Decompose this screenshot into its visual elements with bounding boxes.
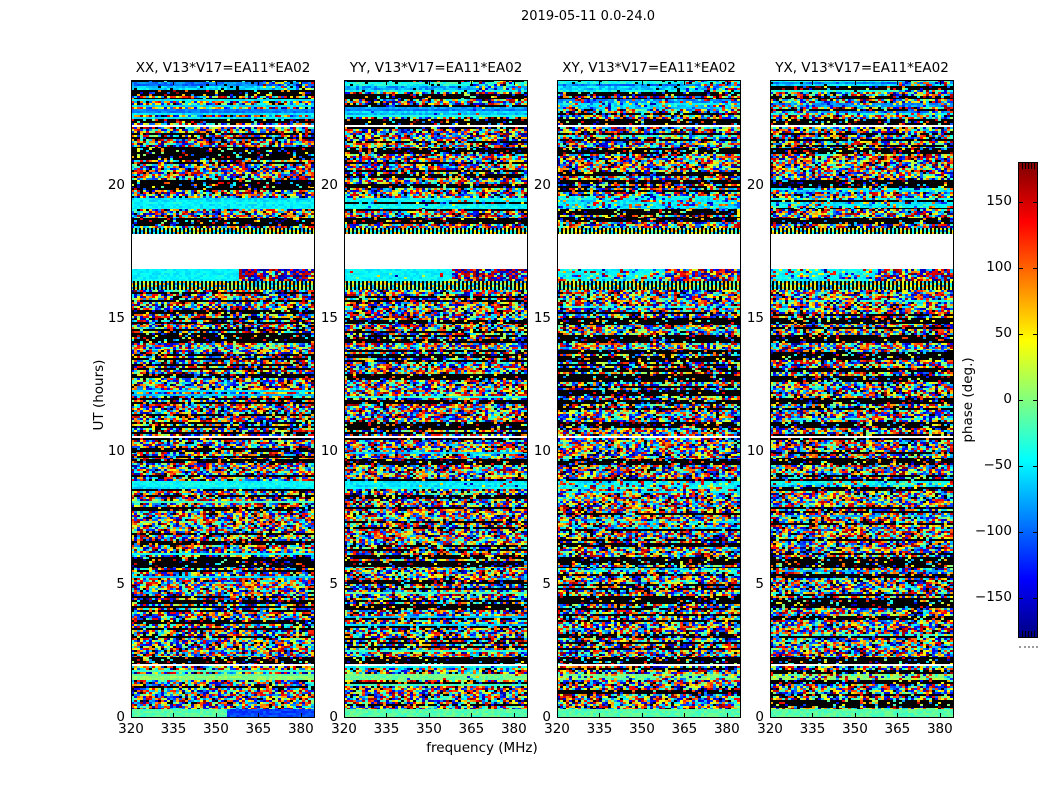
heatmap-YX xyxy=(770,80,954,718)
x-tick-label: 320 xyxy=(118,721,144,737)
panel-title-YX: YX, V13*V17=EA11*EA02 xyxy=(775,60,949,76)
y-tick-label: 10 xyxy=(533,443,551,460)
x-tick-label: 350 xyxy=(629,721,655,737)
heatmap-XY xyxy=(557,80,741,718)
colorbar-tick-label: 0 xyxy=(1003,391,1012,407)
panel-title-XX: XX, V13*V17=EA11*EA02 xyxy=(135,60,311,76)
x-tick-label: 320 xyxy=(757,721,783,737)
colorbar-tick-label: −50 xyxy=(983,457,1013,474)
y-tick-label: 15 xyxy=(533,310,551,327)
y-tick-label: 5 xyxy=(116,576,125,593)
x-tick-label: 380 xyxy=(713,721,740,737)
x-tick-label: 350 xyxy=(842,721,868,737)
y-tick-label: 10 xyxy=(107,443,125,460)
y-tick-label: 0 xyxy=(755,709,764,725)
y-tick-label: 20 xyxy=(107,177,125,194)
colorbar xyxy=(1018,162,1038,638)
x-tick-label: 320 xyxy=(331,721,357,737)
y-tick-label: 15 xyxy=(320,310,338,327)
x-tick-label: 365 xyxy=(458,721,485,737)
colorbar-tick-label: 50 xyxy=(994,324,1012,341)
y-tick-label: 20 xyxy=(320,177,338,194)
colorbar-tick-label: −100 xyxy=(974,523,1012,540)
panel-title-XY: XY, V13*V17=EA11*EA02 xyxy=(562,60,736,76)
x-tick-label: 365 xyxy=(884,721,911,737)
x-tick-label: 350 xyxy=(416,721,442,737)
y-tick-label: 0 xyxy=(116,709,125,725)
y-tick-label: 20 xyxy=(533,177,551,194)
heatmap-XX xyxy=(131,80,315,718)
y-tick-label: 15 xyxy=(107,310,125,327)
ut-axis-label: UT (hours) xyxy=(91,359,107,431)
y-tick-label: 5 xyxy=(755,576,764,593)
panel-title-YY: YY, V13*V17=EA11*EA02 xyxy=(349,60,523,76)
colorbar-tick-label: 100 xyxy=(986,258,1012,275)
frequency-axis-label: frequency (MHz) xyxy=(426,740,538,756)
x-tick-label: 350 xyxy=(203,721,229,737)
x-tick-label: 365 xyxy=(245,721,272,737)
colorbar-tick-label: −150 xyxy=(974,589,1012,606)
figure-title: 2019-05-11 0.0-24.0 xyxy=(521,9,655,24)
y-tick-label: 10 xyxy=(320,443,338,460)
colorbar-edge-dots xyxy=(1019,646,1038,648)
y-tick-label: 0 xyxy=(329,709,338,725)
y-tick-label: 20 xyxy=(746,177,764,194)
x-tick-label: 335 xyxy=(160,721,187,737)
y-tick-label: 5 xyxy=(329,576,338,593)
x-tick-label: 380 xyxy=(500,721,527,737)
x-tick-label: 320 xyxy=(544,721,570,737)
x-tick-label: 335 xyxy=(586,721,613,737)
y-tick-label: 5 xyxy=(542,576,551,593)
x-tick-label: 380 xyxy=(926,721,953,737)
y-tick-label: 15 xyxy=(746,310,764,327)
x-tick-label: 335 xyxy=(373,721,400,737)
x-tick-label: 380 xyxy=(287,721,314,737)
x-tick-label: 365 xyxy=(671,721,698,737)
x-tick-label: 335 xyxy=(799,721,826,737)
heatmap-YY xyxy=(344,80,528,718)
y-tick-label: 10 xyxy=(746,443,764,460)
y-tick-label: 0 xyxy=(542,709,551,725)
colorbar-tick-label: 150 xyxy=(986,192,1012,209)
